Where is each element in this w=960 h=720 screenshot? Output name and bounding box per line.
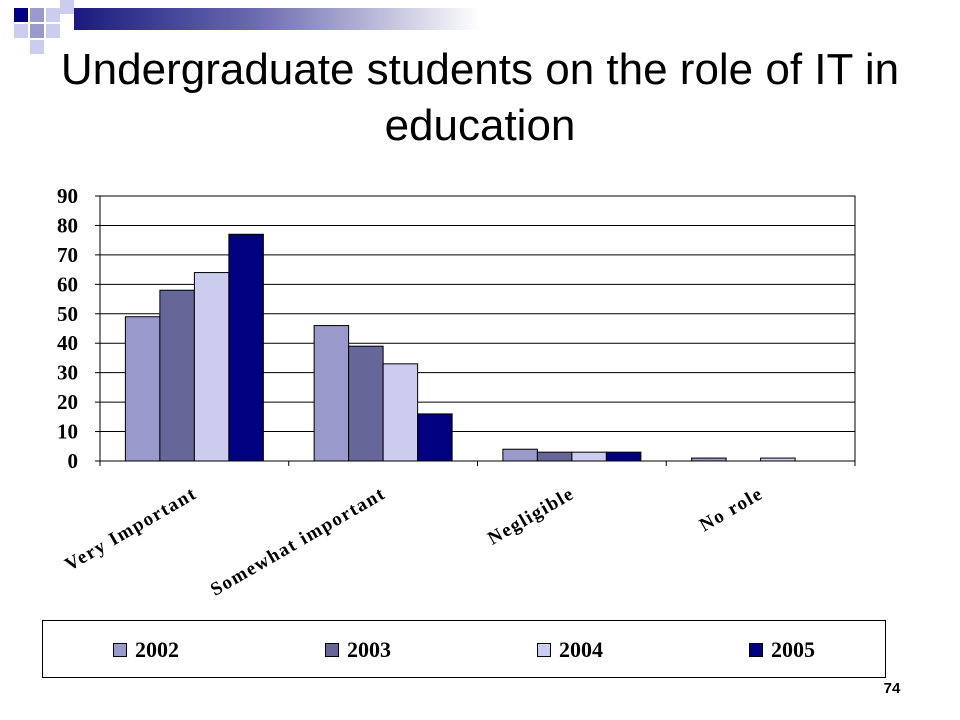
slide-number: 74 (883, 680, 901, 697)
legend-swatch (537, 643, 551, 657)
deco-square (14, 8, 28, 22)
legend-swatch (749, 643, 763, 657)
bar-2002-0 (124, 316, 161, 462)
x-tick-label: Very Important (62, 483, 201, 575)
deco-square (14, 24, 28, 38)
bar-2002-2 (502, 448, 538, 462)
x-tick-label: Negligible (484, 483, 578, 549)
header-gradient-bar (74, 8, 480, 30)
legend-swatch (325, 643, 339, 657)
bar-2004-2 (571, 451, 607, 462)
bar-2002-1 (313, 325, 350, 462)
legend-label: 2005 (771, 637, 815, 662)
bar-2003-1 (348, 345, 384, 462)
x-tick-label: No role (696, 483, 767, 536)
deco-square (30, 24, 44, 38)
y-tick-label: 20 (57, 390, 78, 414)
legend-label: 2002 (135, 637, 179, 662)
corner-decoration (14, 0, 480, 54)
y-tick-label: 0 (68, 449, 79, 473)
y-tick-label: 30 (57, 361, 78, 385)
chart-legend: 2002 2003 2004 2005 (42, 620, 886, 678)
legend-item-2002: 2002 (113, 637, 179, 662)
bar-2005-0 (228, 233, 264, 462)
legend-label: 2004 (559, 637, 603, 662)
y-tick-label: 70 (57, 243, 78, 267)
slide-title: Undergraduate students on the role of IT… (60, 45, 900, 150)
bar-2005-2 (605, 451, 642, 462)
y-tick-label: 40 (57, 331, 78, 355)
legend-item-2003: 2003 (325, 637, 391, 662)
y-tick-label: 60 (57, 272, 78, 296)
y-tick-label: 90 (57, 184, 78, 208)
bar-2005-1 (417, 413, 453, 462)
bar-2003-0 (159, 289, 195, 462)
legend-swatch (113, 643, 127, 657)
deco-square (46, 24, 60, 38)
x-tick-label: Somewhat important (207, 483, 389, 600)
y-tick-label: 80 (57, 213, 78, 237)
bar-chart: 0 10 20 30 40 50 60 70 80 90 Very Important Somewha… (57, 184, 856, 601)
legend-item-2005: 2005 (749, 637, 815, 662)
legend-label: 2003 (347, 637, 391, 662)
y-tick-label: 50 (57, 302, 78, 326)
y-tick-label: 10 (57, 420, 78, 444)
bar-2004-0 (193, 272, 230, 462)
bar-2003-2 (536, 451, 573, 462)
legend-item-2004: 2004 (537, 637, 603, 662)
bar-2004-1 (382, 363, 419, 462)
bar-2004-3 (760, 457, 796, 462)
deco-square (46, 8, 60, 22)
deco-square (60, 0, 74, 14)
deco-square (30, 40, 44, 54)
bar-2002-3 (691, 457, 727, 462)
deco-square (30, 8, 44, 22)
